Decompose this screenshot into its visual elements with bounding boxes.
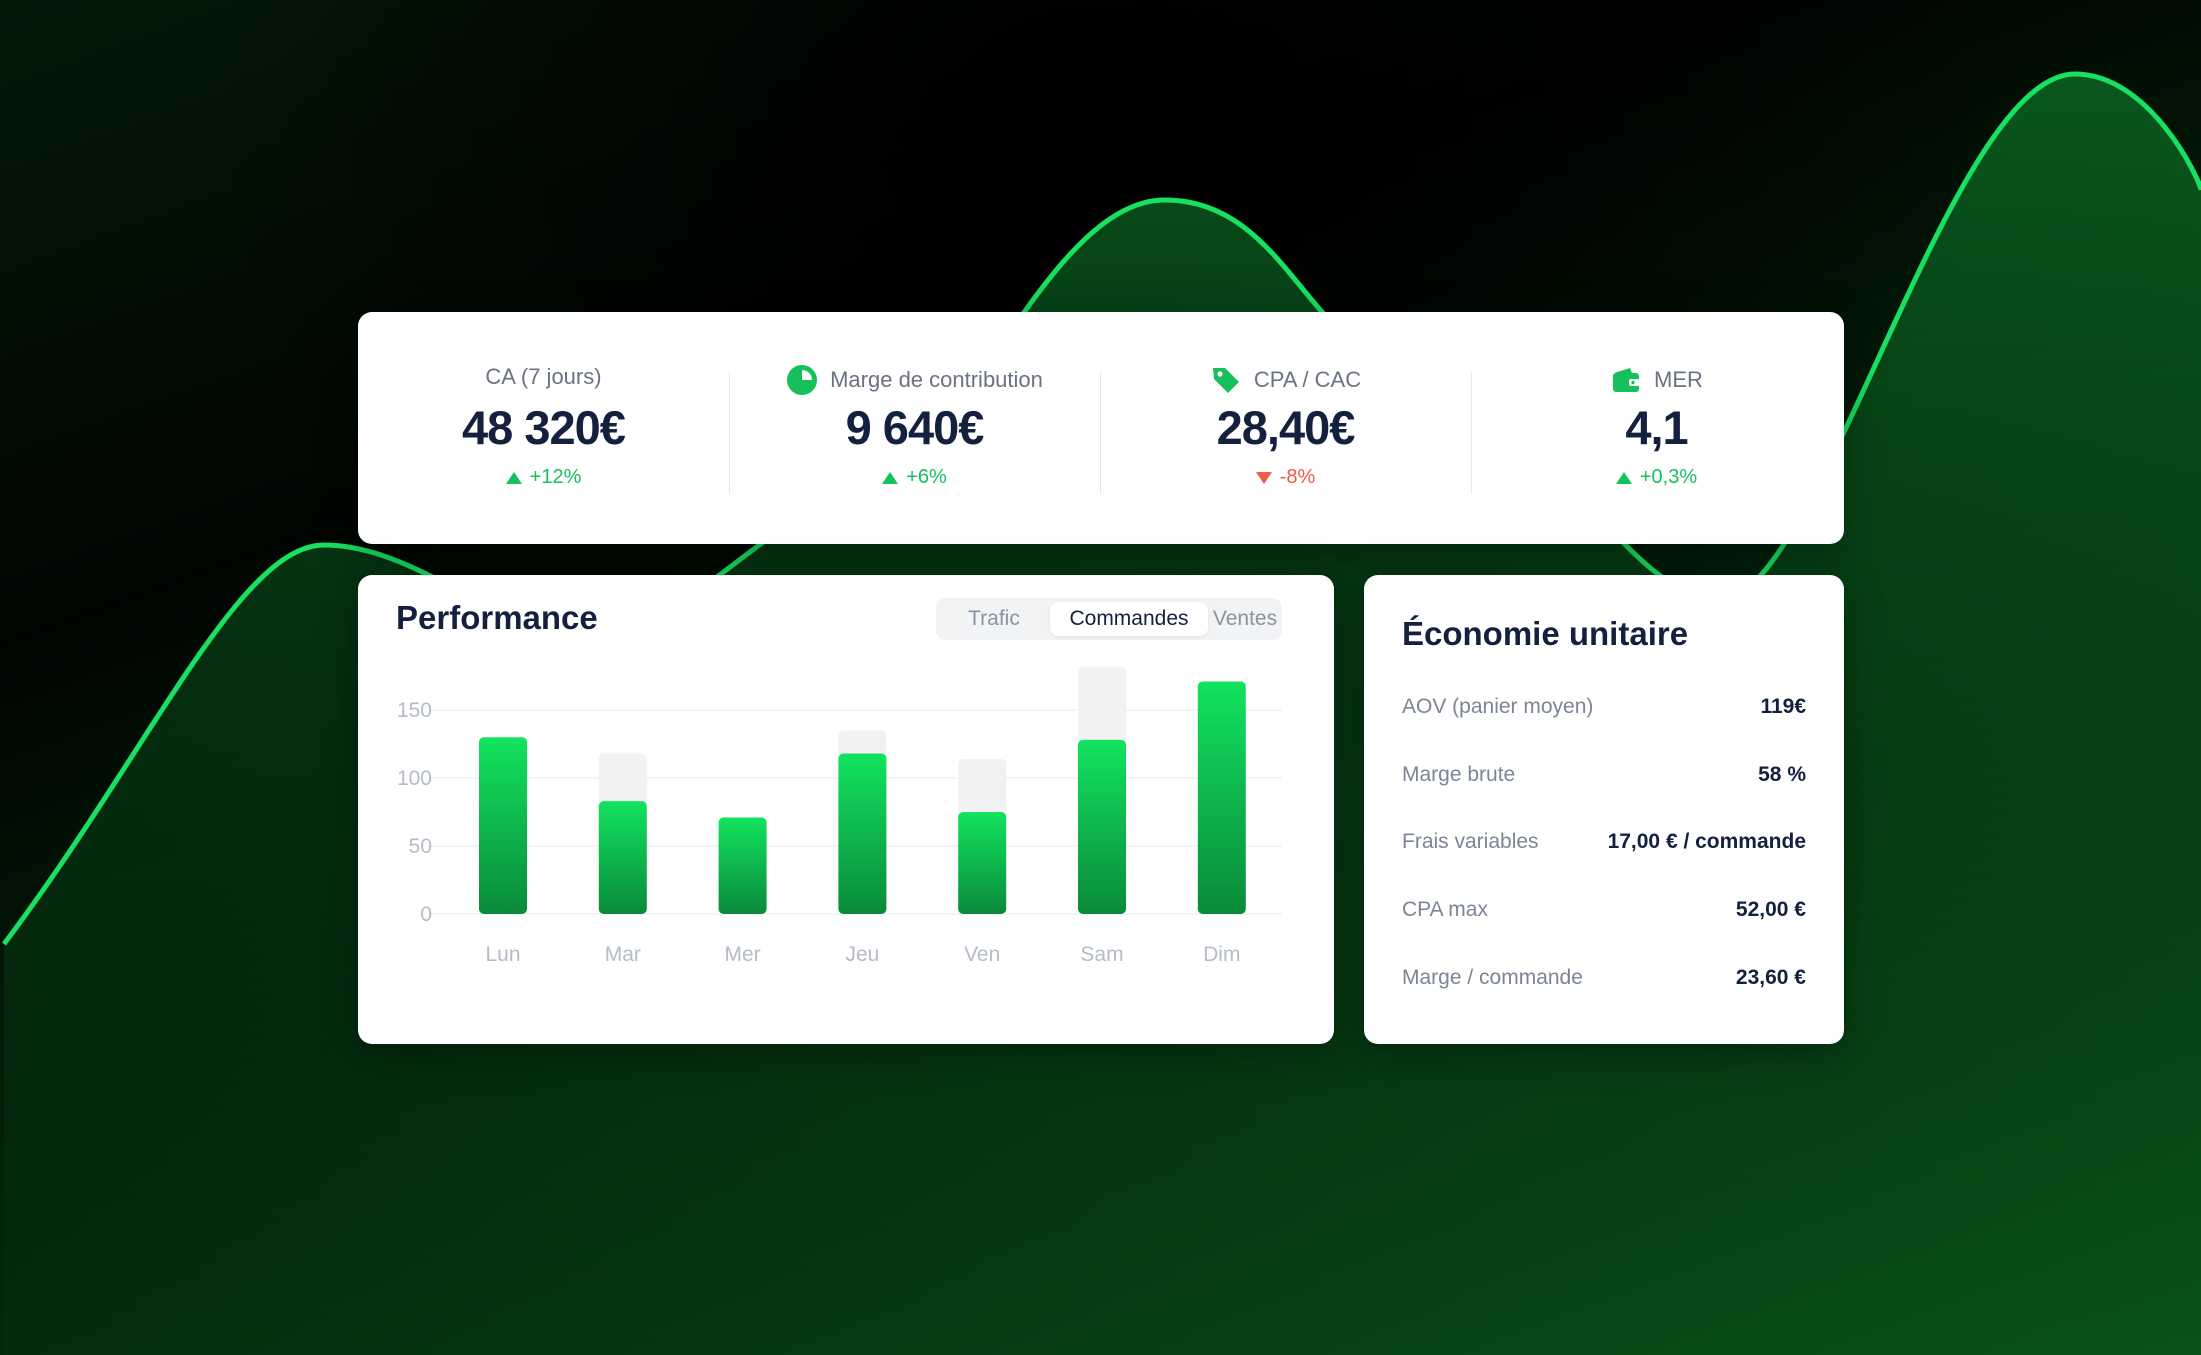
kpi-cpa: CPA / CAC 28,40€ -8% (1100, 312, 1471, 544)
row-label: Marge brute (1402, 763, 1516, 786)
kpi-change: +0,3% (1639, 466, 1698, 488)
unit-economics-card: Économie unitaire AOV (panier moyen) 119… (1364, 575, 1844, 1044)
divider (1100, 372, 1101, 494)
list-item: Marge / commande 23,60 € (1402, 963, 1806, 993)
row-label: CPA max (1402, 898, 1488, 921)
y-tick-label: 0 (420, 903, 432, 926)
row-value: 23,60 € (1735, 966, 1806, 989)
kpi-change: +12% (529, 466, 582, 488)
trend-up-icon (1615, 471, 1632, 484)
trend-up-icon (505, 471, 522, 484)
y-tick-label: 50 (409, 835, 432, 858)
price-tag-icon (1212, 368, 1239, 393)
x-tick-label: Ven (964, 943, 1000, 966)
y-tick-label: 150 (397, 699, 432, 722)
kpi-value: 48 320€ (462, 401, 626, 454)
metric-tabs: Trafic Commandes Ventes (936, 598, 1282, 640)
kpi-change: -8% (1279, 466, 1316, 488)
kpi-change: +6% (906, 466, 947, 488)
kpi-label: CPA / CAC (1253, 367, 1362, 392)
row-label: Marge / commande (1402, 966, 1583, 989)
performance-bar-chart: 0 50 100 150 Lun Mar Mer Jeu Ven Sam Dim (397, 666, 1282, 966)
x-tick-label: Lun (485, 943, 520, 966)
bar (1078, 739, 1126, 914)
list-item: Marge brute 58 % (1402, 760, 1806, 790)
bar (838, 753, 887, 914)
kpi-label: MER (1654, 367, 1703, 392)
tab-commandes[interactable]: Commandes (1050, 602, 1208, 636)
x-tick-label: Jeu (845, 943, 879, 966)
row-label: Frais variables (1402, 830, 1539, 853)
kpi-mer: MER 4,1 +0,3% (1471, 312, 1842, 544)
tab-trafic[interactable]: Trafic (968, 607, 1020, 630)
bar (598, 801, 647, 914)
row-value: 17,00 € / commande (1607, 830, 1806, 853)
divider (729, 372, 730, 494)
bar (958, 812, 1007, 914)
wallet-icon (1613, 368, 1640, 392)
trend-down-icon (1255, 471, 1272, 484)
kpi-value: 4,1 (1625, 401, 1688, 454)
performance-title: Performance (396, 599, 598, 636)
x-tick-label: Dim (1203, 943, 1240, 966)
bar (479, 737, 527, 914)
y-tick-label: 100 (397, 767, 432, 790)
x-tick-label: Sam (1080, 943, 1123, 966)
kpi-contribution-margin: Marge de contribution 9 640€ +6% (729, 312, 1100, 544)
performance-card: 0 50 100 150 Lun Mar Mer Jeu Ven Sam Dim Performan… (358, 575, 1334, 1044)
kpi-revenue: CA (7 jours) 48 320€ +12% (358, 312, 729, 544)
row-value: 119€ (1760, 695, 1806, 718)
pie-chart-icon (787, 365, 818, 395)
list-item: AOV (panier moyen) 119€ (1402, 692, 1806, 722)
bar (1197, 681, 1246, 914)
kpi-label: CA (7 jours) (485, 364, 602, 389)
kpi-card: CA (7 jours) 48 320€ +12% Marge de contr… (358, 312, 1844, 544)
divider (1471, 372, 1472, 494)
x-tick-label: Mar (605, 943, 641, 966)
trend-up-icon (882, 471, 899, 484)
row-value: 52,00 € (1735, 898, 1806, 921)
kpi-label: Marge de contribution (830, 367, 1043, 392)
list-item: Frais variables 17,00 € / commande (1402, 827, 1806, 857)
row-value: 58 % (1758, 763, 1806, 786)
list-item: CPA max 52,00 € (1402, 895, 1806, 925)
tab-ventes[interactable]: Ventes (1212, 607, 1278, 630)
bar (718, 817, 767, 914)
x-tick-label: Mer (725, 943, 761, 966)
unit-economics-title: Économie unitaire (1402, 615, 1689, 652)
kpi-value: 28,40€ (1216, 401, 1356, 454)
row-label: AOV (panier moyen) (1402, 695, 1594, 718)
kpi-value: 9 640€ (845, 401, 985, 454)
